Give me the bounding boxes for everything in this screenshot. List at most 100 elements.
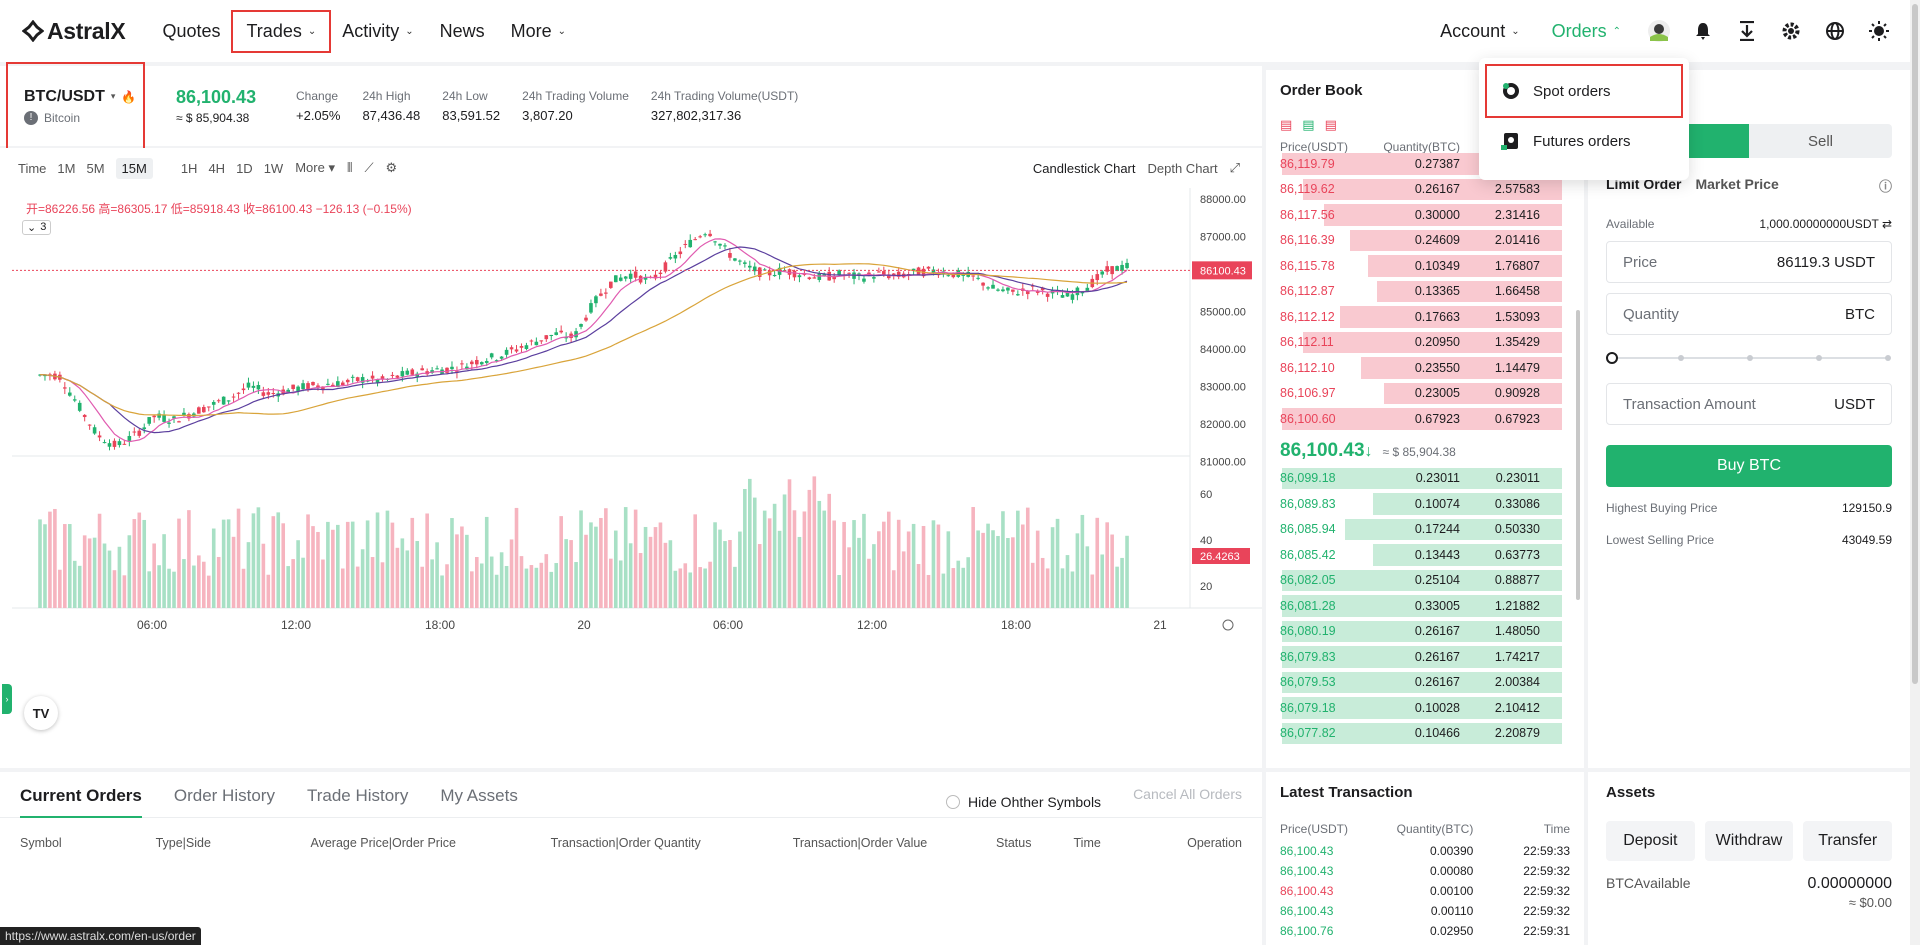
candle-body	[862, 278, 866, 282]
interval-15m[interactable]: 15M	[115, 157, 153, 179]
transfer-button[interactable]: Transfer	[1803, 821, 1893, 861]
slider-stop[interactable]	[1816, 355, 1822, 361]
account-menu[interactable]: Account ⌄	[1427, 12, 1532, 51]
quantity-input[interactable]: Quantity BTC	[1606, 293, 1892, 335]
interval-1m[interactable]: 1M	[57, 160, 76, 176]
slider-handle[interactable]	[1606, 352, 1618, 364]
limit-order-tab[interactable]: Limit Order	[1606, 176, 1682, 192]
volume-bar	[797, 536, 802, 608]
withdraw-button[interactable]: Withdraw	[1704, 821, 1794, 861]
more-intervals[interactable]: More ▾	[295, 160, 335, 175]
depth-tab[interactable]: Depth Chart	[1147, 160, 1218, 176]
tab-current-orders[interactable]: Current Orders	[20, 786, 142, 818]
nav-trades[interactable]: Trades ⌄	[231, 9, 332, 53]
bid-row[interactable]: 86,082.05 0.25104 0.88877	[1266, 568, 1584, 594]
spot-orders-item[interactable]: Spot orders	[1485, 64, 1683, 118]
gear-icon[interactable]	[1772, 12, 1810, 50]
ask-row[interactable]: 86,112.12 0.17663 1.53093	[1266, 304, 1584, 330]
interval-5m[interactable]: 5M	[86, 160, 105, 176]
pair-selector[interactable]: BTC/USDT ▾ 🔥 ! Bitcoin	[24, 88, 176, 125]
nav-news[interactable]: News	[427, 12, 498, 51]
nav-activity[interactable]: Activity ⌄	[329, 12, 426, 51]
tab-my-assets[interactable]: My Assets	[440, 786, 518, 805]
bid-row[interactable]: 86,099.18 0.23011 0.23011	[1266, 466, 1584, 492]
ask-row[interactable]: 86,112.11 0.20950 1.35429	[1266, 330, 1584, 356]
nav-quotes[interactable]: Quotes	[149, 12, 233, 51]
info-icon[interactable]: ⓘ	[1878, 179, 1892, 194]
bid-row[interactable]: 86,080.19 0.26167 1.48050	[1266, 619, 1584, 645]
chart-settings-icon[interactable]: ⚙	[385, 160, 398, 175]
transfer-arrows-icon[interactable]: ⇄	[1881, 217, 1892, 231]
volume-bar	[112, 570, 117, 608]
market-price-tab[interactable]: Market Price	[1695, 176, 1779, 192]
book-bids-icon[interactable]: ▤	[1302, 117, 1315, 132]
interval-time[interactable]: Time	[18, 160, 47, 176]
tradingview-logo-icon[interactable]: TV	[24, 696, 58, 730]
price: 86,116.39	[1280, 233, 1335, 248]
ask-row[interactable]: 86,117.56 0.30000 2.31416	[1266, 202, 1584, 228]
indicator-icon[interactable]: ⫴	[346, 160, 353, 175]
interval-1d[interactable]: 1D	[236, 160, 253, 176]
interval-1h[interactable]: 1H	[180, 160, 198, 176]
stat-1: 24h High 87,436.48	[362, 86, 420, 126]
bid-row[interactable]: 86,081.28 0.33005 1.21882	[1266, 593, 1584, 619]
bid-row[interactable]: 86,079.53 0.26167 2.00384	[1266, 670, 1584, 696]
x-tick-label: 18:00	[425, 618, 455, 632]
volume-bar	[1075, 533, 1080, 608]
tab-trade-history[interactable]: Trade History	[306, 786, 409, 805]
orders-menu[interactable]: Orders ⌃	[1539, 12, 1634, 51]
candlestick-chart[interactable]: 88000.0087000.0086000.0085000.0084000.00…	[0, 188, 1262, 768]
hide-others-checkbox[interactable]: Hide Ohther Symbols	[946, 786, 1101, 817]
globe-icon[interactable]	[1816, 12, 1854, 50]
last-price-tag-text: 86100.43	[1200, 265, 1246, 277]
bid-row[interactable]: 86,085.94 0.17244 0.50330	[1266, 517, 1584, 543]
download-icon[interactable]	[1728, 12, 1766, 50]
slider-stop[interactable]	[1747, 355, 1753, 361]
book-asks-icon[interactable]: ▤	[1324, 117, 1337, 132]
volume-bar	[370, 557, 375, 608]
expand-panel-handle[interactable]: ›	[2, 684, 12, 714]
transaction-amount-input[interactable]: Transaction Amount USDT	[1606, 383, 1892, 425]
slider-stop[interactable]	[1885, 355, 1891, 361]
sell-tab[interactable]: Sell	[1749, 124, 1892, 158]
bid-row[interactable]: 86,079.83 0.26167 1.74217	[1266, 644, 1584, 670]
bid-row[interactable]: 86,089.83 0.10074 0.33086	[1266, 491, 1584, 517]
ask-row[interactable]: 86,112.87 0.13365 1.66458	[1266, 279, 1584, 305]
interval-1w[interactable]: 1W	[263, 160, 284, 176]
deposit-button[interactable]: Deposit	[1606, 821, 1695, 861]
logo[interactable]: AstralX	[22, 18, 126, 45]
fullscreen-icon[interactable]: ⤢	[1229, 160, 1240, 175]
book-both-icon[interactable]: ▤	[1280, 117, 1293, 132]
volume-bar	[142, 519, 147, 608]
bell-icon[interactable]	[1684, 12, 1722, 50]
nav-more[interactable]: More ⌄	[498, 12, 579, 51]
ask-row[interactable]: 86,116.39 0.24609 2.01416	[1266, 228, 1584, 254]
ask-row[interactable]: 86,100.60 0.67923 0.67923	[1266, 406, 1584, 432]
volume-bar	[688, 572, 693, 608]
quantity-slider[interactable]	[1606, 343, 1892, 373]
interval-4h[interactable]: 4H	[208, 160, 226, 176]
bid-row[interactable]: 86,085.42 0.13443 0.63773	[1266, 542, 1584, 568]
time-settings-icon[interactable]	[1222, 619, 1234, 631]
ask-row[interactable]: 86,119.62 0.26167 2.57583	[1266, 177, 1584, 203]
bid-row[interactable]: 86,079.18 0.10028 2.10412	[1266, 695, 1584, 721]
futures-orders-item[interactable]: Futures orders	[1487, 116, 1681, 166]
page-scrollbar[interactable]	[1910, 0, 1920, 945]
buy-btc-button[interactable]: Buy BTC	[1606, 445, 1892, 487]
theme-toggle-icon[interactable]	[1860, 12, 1898, 50]
price-input[interactable]: Price 86119.3 USDT	[1606, 241, 1892, 283]
candle-body	[117, 441, 122, 446]
volume-bar	[618, 560, 623, 608]
indicator-toggle[interactable]: ⌄ 3	[22, 220, 52, 235]
candlestick-tab[interactable]: Candlestick Chart	[1032, 160, 1136, 176]
order-book-scrollbar[interactable]	[1576, 310, 1580, 600]
ask-row[interactable]: 86,112.10 0.23550 1.14479	[1266, 355, 1584, 381]
drawing-icon[interactable]: ⟋	[364, 160, 374, 175]
ask-row[interactable]: 86,115.78 0.10349 1.76807	[1266, 253, 1584, 279]
cancel-all-button[interactable]: Cancel All Orders	[1133, 786, 1242, 802]
bid-row[interactable]: 86,077.82 0.10466 2.20879	[1266, 721, 1584, 747]
tab-order-history[interactable]: Order History	[173, 786, 275, 805]
ask-row[interactable]: 86,106.97 0.23005 0.90928	[1266, 381, 1584, 407]
avatar[interactable]	[1640, 12, 1678, 50]
slider-stop[interactable]	[1678, 355, 1684, 361]
